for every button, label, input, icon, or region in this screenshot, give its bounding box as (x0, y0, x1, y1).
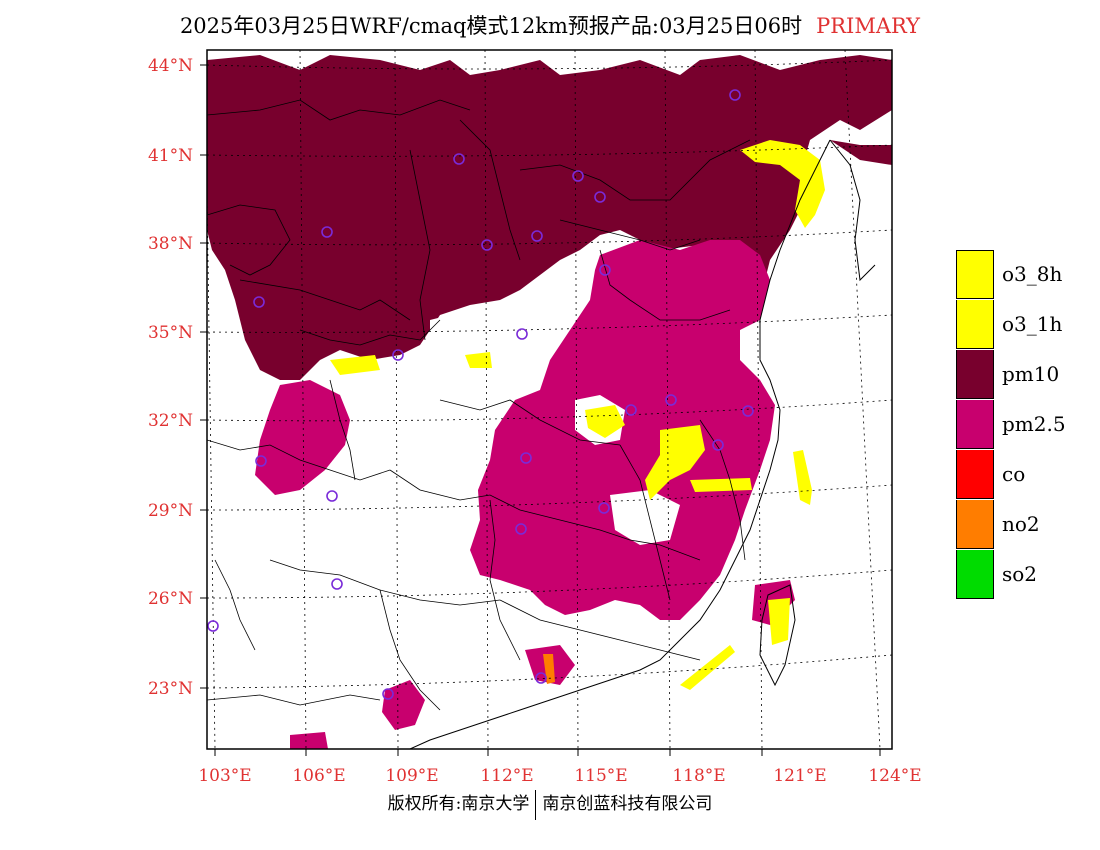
x-tick-label: 115°E (574, 766, 627, 786)
y-tick-label: 35°N (148, 323, 193, 343)
station-marker (392, 349, 404, 361)
o3-region-sea (793, 450, 812, 505)
map-frame (206, 49, 893, 750)
station-marker (331, 578, 343, 590)
y-tick-label: 26°N (148, 589, 193, 609)
station-marker (253, 296, 265, 308)
legend-swatch (956, 299, 994, 349)
legend-item-co: co (956, 449, 1066, 499)
station-marker (535, 672, 547, 684)
legend-label: o3_8h (1002, 262, 1063, 286)
legend-item-o3-1h: o3_1h (956, 299, 1066, 349)
x-tick-label: 103°E (198, 766, 251, 786)
title-tag: PRIMARY (816, 14, 921, 38)
legend-label: pm10 (1002, 362, 1060, 386)
y-axis-labels: 44°N 41°N 38°N 35°N 32°N 29°N 26°N 23°N (148, 56, 193, 699)
o3-region-shandong (330, 355, 380, 375)
station-marker (572, 170, 584, 182)
station-marker (594, 191, 606, 203)
boundary-lines (207, 99, 751, 711)
footer-separator (535, 789, 537, 820)
x-tick-label: 121°E (773, 766, 826, 786)
station-marker (255, 455, 267, 467)
station-marker (520, 452, 532, 464)
graticule (207, 50, 892, 749)
title-text: 2025年03月25日WRF/cmaq模式12km预报产品:03月25日06时 (179, 14, 803, 38)
y-tick-label: 23°N (148, 679, 193, 699)
station-marker (599, 264, 611, 276)
station-markers (207, 89, 754, 700)
station-marker (481, 239, 493, 251)
legend-label: co (1002, 462, 1026, 486)
legend-swatch (956, 549, 994, 599)
legend: o3_8h o3_1h pm10 pm2.5 co no2 so2 (956, 249, 1066, 599)
x-tick-label: 106°E (292, 766, 345, 786)
legend-item-o3-8h: o3_8h (956, 249, 1066, 299)
o3-region-jiangxi (645, 425, 705, 500)
copyright-footer: 版权所有:南京大学 南京创蓝科技有限公司 (0, 789, 1100, 820)
x-tick-label: 124°E (868, 766, 921, 786)
o3-region-liaoning (740, 140, 825, 228)
y-tick-label: 29°N (148, 501, 193, 521)
legend-swatch (956, 449, 994, 499)
pollution-fields (207, 55, 892, 749)
x-tick-label: 109°E (385, 766, 438, 786)
station-marker (326, 490, 338, 502)
coastline (409, 139, 876, 749)
legend-label: o3_1h (1002, 312, 1063, 336)
map-title: 2025年03月25日WRF/cmaq模式12km预报产品:03月25日06时 P… (0, 10, 1100, 40)
x-tick-label: 118°E (672, 766, 725, 786)
o3-region-taiwan (768, 598, 790, 645)
y-tick-label: 41°N (148, 146, 193, 166)
station-marker (382, 688, 394, 700)
o3-region-zhejiang (690, 478, 752, 492)
axis-ticks (200, 64, 881, 756)
legend-swatch (956, 349, 994, 399)
pm25-region-central (470, 240, 775, 620)
station-marker (729, 89, 741, 101)
o3-region-fujian-coast (680, 645, 735, 690)
x-axis-labels: 103°E 106°E 109°E 112°E 115°E 118°E 121°… (198, 766, 921, 786)
station-marker (531, 230, 543, 242)
legend-label: pm2.5 (1002, 412, 1066, 436)
station-marker (742, 405, 754, 417)
station-marker (625, 404, 637, 416)
legend-label: so2 (1002, 562, 1038, 586)
y-tick-label: 32°N (148, 411, 193, 431)
station-marker (598, 502, 610, 514)
o3-region-henan (465, 352, 492, 368)
station-marker (321, 226, 333, 238)
copyright-left: 版权所有:南京大学 (387, 794, 530, 814)
legend-swatch (956, 399, 994, 449)
station-marker (712, 439, 724, 451)
station-marker (515, 523, 527, 535)
clear-patch-2 (610, 490, 680, 545)
legend-label: no2 (1002, 512, 1040, 536)
y-tick-label: 44°N (148, 56, 193, 76)
pm25-region-southwest (255, 380, 350, 495)
station-marker (665, 394, 677, 406)
legend-swatch (956, 499, 994, 549)
pm10-region-east (830, 140, 892, 165)
o3-region-hubei (585, 405, 625, 438)
y-tick-label: 38°N (148, 234, 193, 254)
legend-item-pm25: pm2.5 (956, 399, 1066, 449)
clear-patch-3 (430, 310, 520, 395)
legend-swatch (956, 249, 994, 299)
legend-item-so2: so2 (956, 549, 1066, 599)
legend-item-pm10: pm10 (956, 349, 1066, 399)
station-marker (207, 620, 219, 632)
x-tick-label: 112°E (480, 766, 533, 786)
copyright-right: 南京创蓝科技有限公司 (542, 794, 713, 814)
station-marker (516, 328, 528, 340)
pm25-region-bottom (290, 732, 328, 749)
legend-item-no2: no2 (956, 499, 1066, 549)
station-marker (453, 153, 465, 165)
